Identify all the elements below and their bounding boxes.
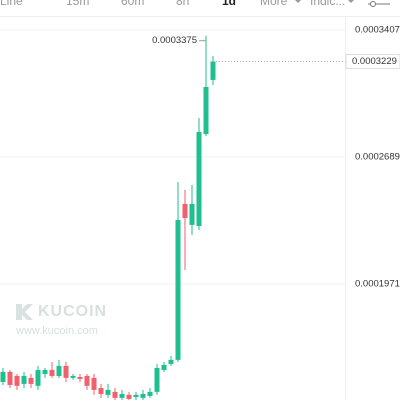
toolbar: Line 15m 60m 8h 1d More Indic... bbox=[0, 0, 354, 8]
candle-body bbox=[35, 369, 41, 386]
candle-body bbox=[84, 375, 90, 386]
watermark-url: www.kucoin.com bbox=[15, 325, 98, 337]
candle-body bbox=[63, 365, 69, 378]
tab[interactable]: Line bbox=[0, 0, 23, 8]
candle-body bbox=[154, 367, 160, 392]
candle-body bbox=[196, 131, 202, 226]
y-tick-label: 0.0002689 bbox=[355, 152, 400, 163]
tab[interactable]: 60m bbox=[121, 0, 144, 8]
candle-body bbox=[189, 203, 195, 225]
candle-body bbox=[0, 371, 6, 382]
tab[interactable]: 1d bbox=[222, 0, 236, 8]
tab[interactable]: 15m bbox=[66, 0, 89, 8]
candle-body bbox=[168, 359, 174, 364]
dropdown-caret bbox=[348, 0, 354, 3]
candle-body bbox=[56, 365, 62, 376]
candle-body bbox=[70, 375, 76, 378]
last-price-box bbox=[345, 54, 400, 70]
candle-body bbox=[21, 375, 27, 384]
candle-body bbox=[182, 203, 188, 219]
candle-body bbox=[119, 393, 125, 398]
watermark: KUCOIN www.kucoin.com bbox=[15, 303, 107, 337]
candle-body bbox=[133, 394, 139, 397]
last-price-label: 0.0003229 bbox=[352, 56, 397, 67]
candle-body bbox=[28, 377, 34, 384]
candle-body bbox=[203, 87, 209, 135]
tab[interactable]: Indic... bbox=[310, 0, 345, 8]
candle-body bbox=[140, 393, 146, 398]
candle-body bbox=[98, 387, 104, 394]
candle-body bbox=[91, 377, 97, 390]
y-tick-label: 0.0003407 bbox=[355, 25, 400, 36]
candle-body bbox=[7, 371, 13, 385]
candle-body bbox=[147, 391, 153, 396]
watermark-brand: KUCOIN bbox=[38, 303, 107, 320]
plot: 0.0001971 0.0002689 0.0003407 0.0003375 0.00… bbox=[0, 25, 400, 400]
tab[interactable]: 8h bbox=[176, 0, 189, 8]
candle-body bbox=[49, 369, 55, 376]
candle-body bbox=[77, 377, 83, 379]
dropdown-caret bbox=[295, 0, 301, 3]
candle-body bbox=[14, 375, 20, 386]
candle-body bbox=[210, 61, 216, 80]
candle-body bbox=[42, 369, 48, 375]
candle-body bbox=[112, 391, 118, 398]
candle-body bbox=[175, 219, 181, 360]
watermark-logo bbox=[16, 304, 33, 320]
y-tick-label: 0.0001971 bbox=[355, 279, 400, 290]
candle-body bbox=[161, 364, 167, 370]
candle-body bbox=[105, 389, 111, 395]
high-marker-label: 0.0003375 bbox=[152, 35, 197, 46]
tab[interactable]: More bbox=[260, 0, 288, 8]
crosshair-icon bbox=[368, 1, 390, 7]
candle-body bbox=[126, 394, 132, 399]
